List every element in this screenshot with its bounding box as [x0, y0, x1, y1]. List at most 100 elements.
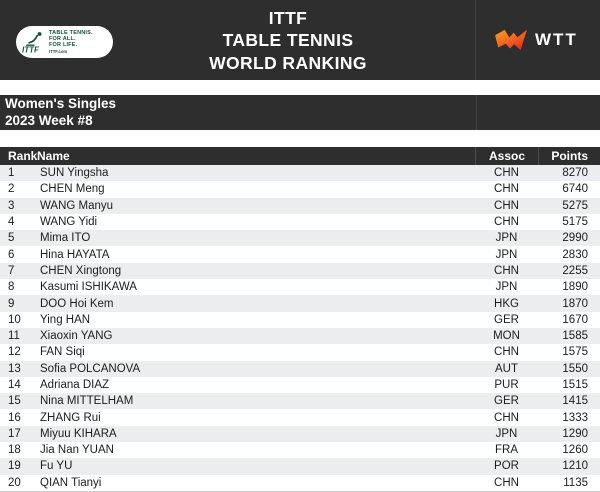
table-row: 8 Kasumi ISHIKAWA JPN 1890 — [0, 279, 600, 296]
points-cell: 8270 — [562, 167, 588, 180]
rank-cell: 16 — [8, 411, 21, 424]
points-cell: 6740 — [562, 183, 588, 196]
rank-cell: 1 — [8, 167, 15, 180]
svg-text:ITTF: ITTF — [22, 45, 40, 54]
points-cell: 1575 — [562, 346, 588, 359]
table-row: 6 Hina HAYATA JPN 2830 — [0, 246, 600, 263]
page-title-line3: WORLD RANKING — [209, 52, 367, 73]
ranking-table: Rank Name Assoc Points 1 SUN Yingsha CHN… — [0, 147, 600, 492]
player-name-cell: WANG Yidi — [40, 216, 98, 229]
subtitle-bar: Women's Singles 2023 Week #8 — [0, 95, 600, 130]
ittf-tagline: TABLE TENNIS. FOR ALL. FOR LIFE. ITTF.co… — [49, 30, 93, 55]
assoc-cell: POR — [494, 460, 519, 473]
table-row: 16 ZHANG Rui CHN 1333 — [0, 409, 600, 426]
table-row: 13 Sofia POLCANOVA AUT 1550 — [0, 360, 600, 377]
points-cell: 1210 — [562, 460, 588, 473]
player-name-cell: CHEN Xingtong — [40, 264, 122, 277]
points-cell: 5275 — [562, 199, 588, 212]
points-cell: 5175 — [562, 216, 588, 229]
table-row: 4 WANG Yidi CHN 5175 — [0, 213, 600, 231]
rank-cell: 13 — [8, 362, 21, 375]
table-row: 7 CHEN Xingtong CHN 2255 — [0, 262, 600, 280]
player-name-cell: SUN Yingsha — [40, 167, 109, 180]
points-cell: 1890 — [562, 281, 588, 294]
week-label: 2023 Week #8 — [5, 112, 93, 128]
table-row: 11 Xiaoxin YANG MON 1585 — [0, 327, 600, 345]
player-name-cell: DOO Hoi Kem — [40, 297, 114, 310]
rank-cell: 3 — [8, 199, 15, 212]
table-row: 2 CHEN Meng CHN 6740 — [0, 181, 600, 198]
column-header-assoc: Assoc — [475, 147, 538, 165]
header-column-divider — [475, 0, 476, 80]
wtt-w-icon — [495, 29, 527, 51]
ranking-table-body: 1 SUN Yingsha CHN 8270 2 CHEN Meng CHN 6… — [0, 165, 600, 492]
points-cell: 1135 — [563, 476, 588, 489]
player-name-cell: Mima ITO — [40, 232, 91, 245]
ittf-site-label: ITTF.com — [49, 49, 68, 55]
column-header-name: Name — [37, 149, 70, 163]
assoc-cell: MON — [493, 330, 520, 343]
wtt-logo[interactable]: WTT — [494, 24, 578, 56]
rank-cell: 9 — [8, 297, 15, 310]
rank-cell: 18 — [8, 444, 21, 457]
assoc-cell: AUT — [495, 362, 518, 375]
points-cell: 2830 — [562, 248, 588, 261]
table-row: 12 FAN Siqi CHN 1575 — [0, 344, 600, 361]
rank-cell: 8 — [8, 281, 15, 294]
column-header-rank: Rank — [8, 149, 38, 163]
table-row: 1 SUN Yingsha CHN 8270 — [0, 165, 600, 182]
wtt-label: WTT — [535, 30, 578, 49]
assoc-cell: GER — [494, 313, 519, 326]
player-name-cell: Hina HAYATA — [40, 248, 110, 261]
category-label: Women's Singles — [5, 96, 116, 111]
rank-cell: 2 — [8, 183, 15, 196]
player-name-cell: Kasumi ISHIKAWA — [40, 281, 137, 294]
ittf-logo[interactable]: ITTF TABLE TENNIS. FOR ALL. FOR LIFE. IT… — [16, 26, 113, 58]
ittf-tagline-line3: FOR LIFE. — [49, 42, 78, 49]
rank-cell: 11 — [8, 330, 20, 343]
rank-cell: 7 — [8, 264, 15, 277]
table-row: 17 Miyuu KIHARA JPN 1290 — [0, 425, 600, 443]
assoc-cell: CHN — [494, 216, 519, 229]
player-name-cell: Fu YU — [40, 460, 73, 473]
assoc-cell: JPN — [495, 281, 518, 294]
assoc-cell: HKG — [494, 297, 519, 310]
rank-cell: 10 — [8, 313, 21, 326]
points-cell: 1870 — [562, 297, 588, 310]
rank-cell: 6 — [8, 248, 15, 261]
assoc-cell: CHN — [494, 167, 519, 180]
page-title: ITTF TABLE TENNIS WORLD RANKING — [100, 7, 476, 74]
player-name-cell: QIAN Tianyi — [40, 476, 102, 489]
rank-cell: 19 — [8, 460, 21, 473]
player-name-cell: Ying HAN — [40, 313, 91, 326]
ittf-emblem-icon: ITTF — [22, 32, 42, 54]
page-title-line2: TABLE TENNIS — [222, 30, 354, 51]
spacer — [0, 80, 600, 95]
top-header: ITTF TABLE TENNIS. FOR ALL. FOR LIFE. IT… — [0, 0, 600, 80]
player-name-cell: FAN Siqi — [40, 346, 85, 359]
player-name-cell: ZHANG Rui — [40, 411, 101, 424]
rank-cell: 15 — [8, 395, 21, 408]
assoc-cell: JPN — [495, 248, 518, 261]
assoc-cell: CHN — [494, 476, 519, 489]
table-row: 9 DOO Hoi Kem HKG 1870 — [0, 295, 600, 312]
assoc-cell: CHN — [494, 411, 519, 424]
ittf-tagline-line1: TABLE TENNIS. — [49, 29, 93, 36]
player-name-cell: WANG Manyu — [40, 199, 114, 212]
rank-cell: 14 — [8, 379, 21, 391]
points-cell: 1260 — [562, 444, 588, 457]
assoc-cell: FRA — [495, 444, 518, 457]
player-name-cell: Xiaoxin YANG — [40, 330, 113, 343]
assoc-cell: CHN — [494, 183, 519, 196]
rank-cell: 4 — [8, 216, 15, 229]
page-title-line1: ITTF — [268, 8, 308, 28]
player-name-cell: Miyuu KIHARA — [40, 427, 117, 440]
assoc-cell: CHN — [494, 346, 519, 359]
table-row: 19 Fu YU POR 1210 — [0, 458, 600, 475]
assoc-cell: GER — [494, 395, 519, 408]
table-row: 10 Ying HAN GER 1670 — [0, 311, 600, 328]
player-name-cell: CHEN Meng — [40, 183, 105, 196]
column-header-points: Points — [538, 147, 600, 165]
table-row: 14 Adriana DIAZ PUR 1515 — [0, 376, 600, 394]
